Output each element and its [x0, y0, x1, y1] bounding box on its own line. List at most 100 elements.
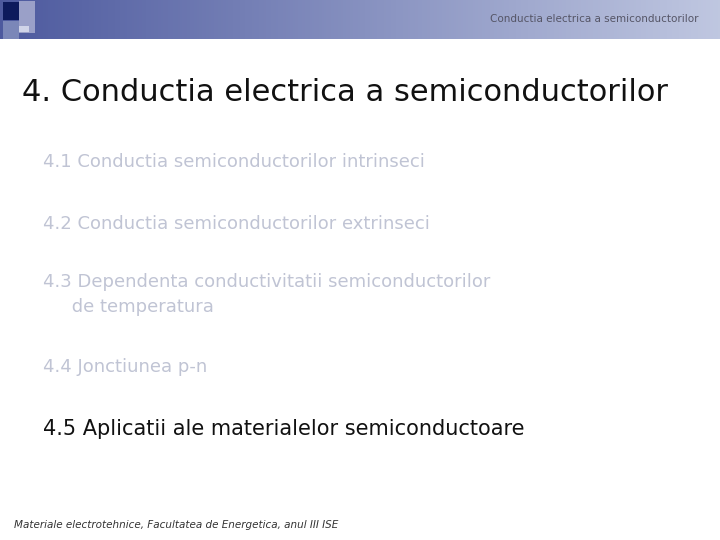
Bar — [711, 0, 714, 39]
Bar — [302, 0, 306, 39]
Bar — [377, 0, 381, 39]
Bar — [360, 0, 364, 39]
Bar — [482, 0, 486, 39]
Bar — [521, 0, 525, 39]
Bar — [581, 0, 585, 39]
Bar — [261, 0, 266, 39]
Bar — [607, 0, 611, 39]
Bar — [449, 0, 453, 39]
Bar — [415, 0, 419, 39]
Bar — [473, 0, 477, 39]
Bar — [643, 0, 647, 39]
Bar — [19, 1, 35, 33]
Bar — [432, 0, 436, 39]
Bar — [310, 0, 313, 39]
Bar — [634, 0, 637, 39]
Bar — [135, 0, 138, 39]
Bar — [326, 0, 330, 39]
Bar — [552, 0, 556, 39]
Bar — [600, 0, 604, 39]
Bar — [238, 0, 241, 39]
Bar — [127, 0, 131, 39]
Bar — [269, 0, 273, 39]
Bar — [254, 0, 258, 39]
Bar — [293, 0, 297, 39]
Text: Materiale electrotehnice, Facultatea de Energetica, anul III ISE: Materiale electrotehnice, Facultatea de … — [14, 520, 338, 530]
Bar — [276, 0, 280, 39]
Bar — [3, 2, 19, 20]
Bar — [101, 0, 104, 39]
Bar — [358, 0, 361, 39]
Bar — [158, 0, 162, 39]
Bar — [125, 0, 129, 39]
Bar — [286, 0, 289, 39]
Bar — [513, 0, 518, 39]
Bar — [27, 0, 30, 39]
Bar — [444, 0, 448, 39]
Bar — [614, 0, 618, 39]
Bar — [211, 0, 215, 39]
Bar — [202, 0, 205, 39]
Bar — [209, 0, 212, 39]
Bar — [677, 0, 680, 39]
Bar — [459, 0, 462, 39]
Bar — [63, 0, 66, 39]
Bar — [374, 0, 378, 39]
Bar — [38, 0, 42, 39]
Bar — [391, 0, 395, 39]
Bar — [221, 0, 225, 39]
Bar — [86, 0, 90, 39]
Bar — [53, 0, 57, 39]
Bar — [192, 0, 196, 39]
Bar — [547, 0, 551, 39]
Bar — [120, 0, 124, 39]
Bar — [693, 0, 698, 39]
Bar — [610, 0, 613, 39]
Bar — [653, 0, 657, 39]
Bar — [639, 0, 642, 39]
Bar — [257, 0, 261, 39]
Bar — [175, 0, 179, 39]
Bar — [189, 0, 194, 39]
Bar — [161, 0, 165, 39]
Bar — [48, 0, 52, 39]
Bar — [657, 0, 662, 39]
Bar — [300, 0, 304, 39]
Bar — [115, 0, 119, 39]
Bar — [389, 0, 392, 39]
Bar — [504, 0, 508, 39]
Bar — [492, 0, 496, 39]
Bar — [439, 0, 443, 39]
Bar — [247, 0, 251, 39]
Bar — [670, 0, 673, 39]
Bar — [617, 0, 621, 39]
Bar — [228, 0, 232, 39]
Bar — [117, 0, 122, 39]
Bar — [305, 0, 309, 39]
Bar — [132, 0, 136, 39]
Text: 4.5 Aplicatii ale materialelor semiconductoare: 4.5 Aplicatii ale materialelor semicondu… — [43, 419, 525, 440]
Bar — [427, 0, 431, 39]
Bar — [84, 0, 88, 39]
Bar — [703, 0, 707, 39]
Bar — [55, 0, 59, 39]
Bar — [437, 0, 441, 39]
Bar — [77, 0, 81, 39]
Bar — [499, 0, 503, 39]
Bar — [396, 0, 400, 39]
Bar — [506, 0, 510, 39]
Bar — [454, 0, 457, 39]
Bar — [545, 0, 549, 39]
Bar — [341, 0, 345, 39]
Bar — [365, 0, 369, 39]
Bar — [425, 0, 428, 39]
Bar — [691, 0, 695, 39]
Bar — [413, 0, 417, 39]
Bar — [216, 0, 220, 39]
Bar — [89, 0, 93, 39]
Bar — [667, 0, 671, 39]
Bar — [67, 0, 71, 39]
Bar — [603, 0, 606, 39]
Bar — [79, 0, 83, 39]
Bar — [103, 0, 107, 39]
